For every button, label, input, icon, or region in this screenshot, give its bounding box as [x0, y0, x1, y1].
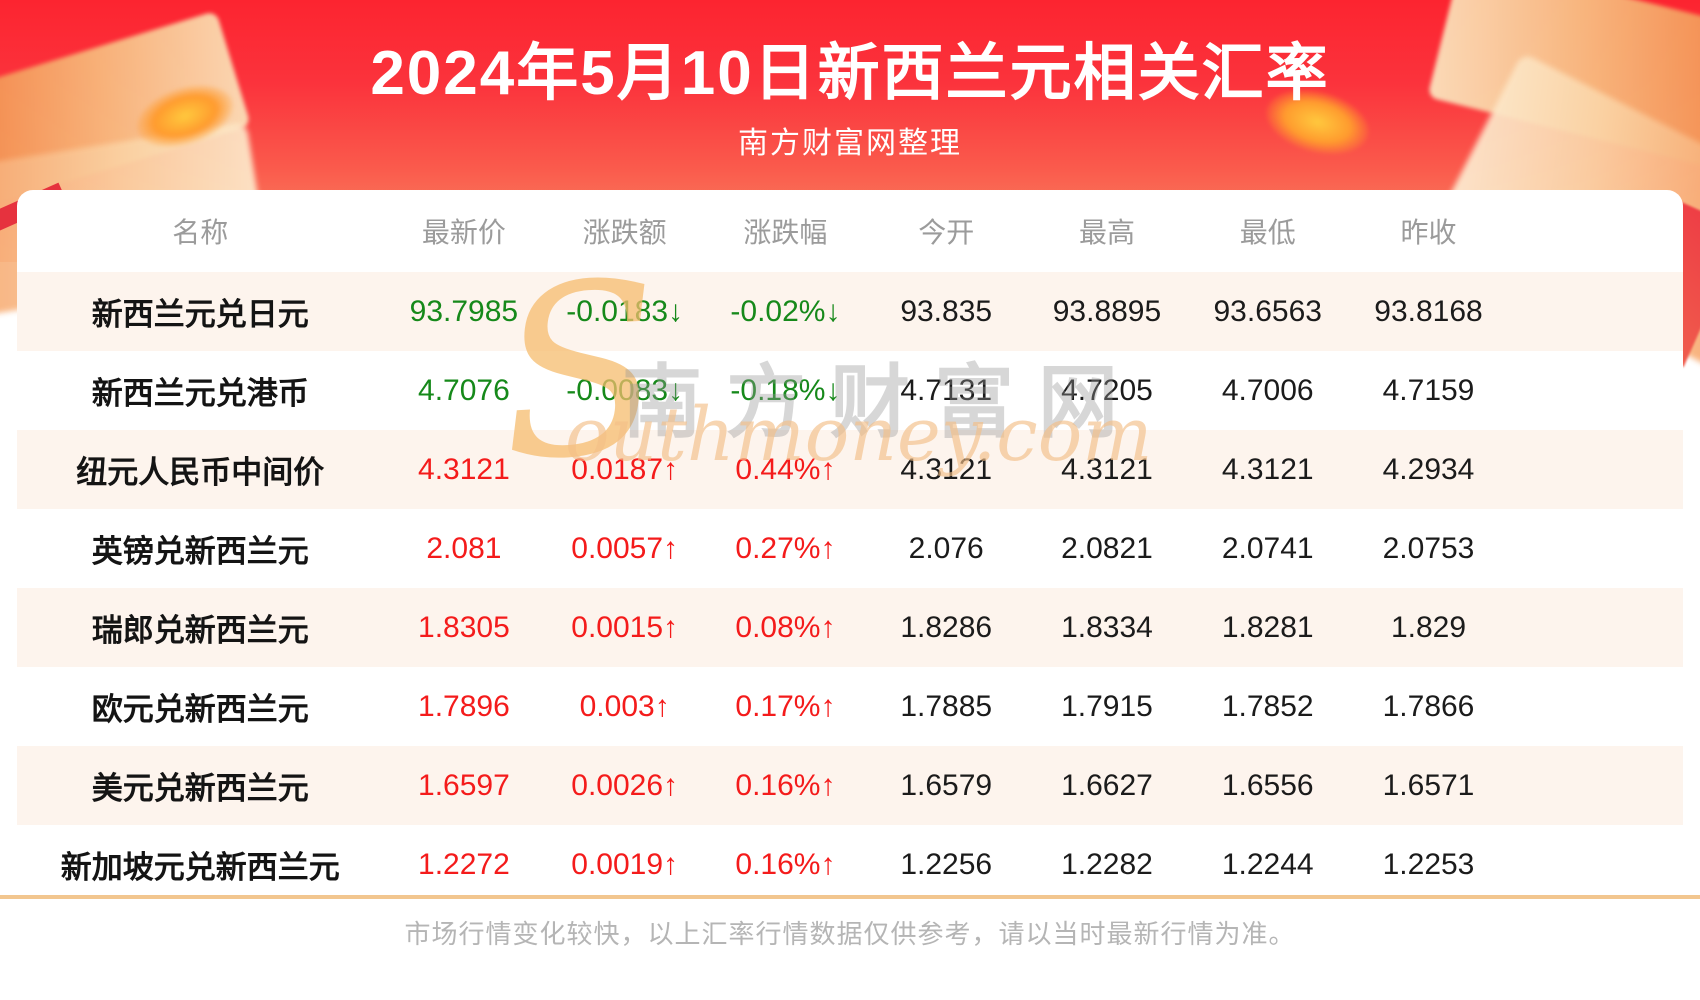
change-percent: -0.18%↓ [730, 373, 841, 407]
low-price: 1.6556 [1221, 768, 1314, 802]
table-row: 新加坡元兑新西兰元 1.2272 0.0019↑ 0.16%↑ 1.2256 1… [17, 825, 1683, 886]
change-percent: -0.02%↓ [730, 294, 841, 328]
low-price: 1.8281 [1221, 610, 1314, 644]
prev-close-price: 93.8168 [1374, 294, 1483, 328]
change-percent: 0.16%↑ [735, 768, 836, 802]
row-spacer [1509, 351, 1683, 430]
table-row: 纽元人民币中间价 4.3121 0.0187↑ 0.44%↑ 4.3121 4.… [17, 430, 1683, 509]
change-percent: 0.27%↑ [735, 531, 836, 565]
high-price: 2.0821 [1061, 531, 1153, 565]
column-header-name: 名称 [172, 217, 229, 248]
latest-price: 1.7896 [418, 689, 510, 723]
open-price: 1.6579 [900, 768, 993, 802]
high-price: 1.8334 [1061, 610, 1153, 644]
low-price: 2.0741 [1221, 531, 1314, 565]
high-price: 1.2282 [1061, 847, 1153, 881]
prev-close-price: 2.0753 [1382, 531, 1475, 565]
table-row: 美元兑新西兰元 1.6597 0.0026↑ 0.16%↑ 1.6579 1.6… [17, 746, 1683, 825]
column-header-pct: 涨跌幅 [743, 217, 828, 248]
row-spacer [1509, 272, 1683, 351]
page-subtitle: 南方财富网整理 [738, 127, 962, 160]
high-price: 4.3121 [1061, 452, 1153, 486]
page-title: 2024年5月10日新西兰元相关汇率 [370, 39, 1330, 108]
change-amount: 0.0026↑ [571, 768, 679, 802]
open-price: 4.7131 [900, 373, 993, 407]
pair-name: 新加坡元兑新西兰元 [60, 850, 340, 885]
change-amount: 0.0015↑ [571, 610, 679, 644]
change-amount: 0.0187↑ [571, 452, 679, 486]
prev-close-price: 1.6571 [1382, 768, 1475, 802]
high-price: 1.7915 [1061, 689, 1153, 723]
change-percent: 0.17%↑ [735, 689, 836, 723]
table-header-row: 名称 最新价 涨跌额 涨跌幅 今开 最高 最低 昨收 [17, 190, 1683, 272]
change-amount: 0.0019↑ [571, 847, 679, 881]
footer-divider [0, 895, 1700, 899]
row-spacer [1509, 825, 1683, 886]
open-price: 93.835 [900, 294, 993, 328]
pair-name: 纽元人民币中间价 [76, 455, 325, 490]
low-price: 93.6563 [1213, 294, 1322, 328]
table-row: 瑞郎兑新西兰元 1.8305 0.0015↑ 0.08%↑ 1.8286 1.8… [17, 588, 1683, 667]
column-header-latest: 最新价 [421, 217, 506, 248]
prev-close-price: 1.2253 [1382, 847, 1475, 881]
change-amount: 0.0057↑ [571, 531, 679, 565]
open-price: 1.7885 [900, 689, 993, 723]
latest-price: 1.8305 [418, 610, 510, 644]
latest-price: 4.3121 [418, 452, 510, 486]
latest-price: 93.7985 [409, 294, 519, 328]
open-price: 2.076 [908, 531, 984, 565]
prev-close-price: 4.7159 [1382, 373, 1475, 407]
change-amount: -0.0183↓ [566, 294, 684, 328]
column-header-spacer [1509, 190, 1683, 272]
column-header-prev-close: 昨收 [1400, 217, 1457, 248]
open-price: 1.2256 [900, 847, 993, 881]
change-percent: 0.16%↑ [735, 847, 836, 881]
row-spacer [1509, 509, 1683, 588]
high-price: 1.6627 [1061, 768, 1153, 802]
footer-note: 市场行情变化较快，以上汇率行情数据仅供参考，请以当时最新行情为准。 [404, 919, 1296, 949]
column-header-open: 今开 [918, 217, 975, 248]
row-spacer [1509, 430, 1683, 509]
table-row: 英镑兑新西兰元 2.081 0.0057↑ 0.27%↑ 2.076 2.082… [17, 509, 1683, 588]
low-price: 4.7006 [1221, 373, 1314, 407]
change-percent: 0.44%↑ [735, 452, 836, 486]
low-price: 1.7852 [1221, 689, 1314, 723]
pair-name: 英镑兑新西兰元 [91, 534, 309, 569]
open-price: 4.3121 [900, 452, 993, 486]
low-price: 4.3121 [1221, 452, 1314, 486]
change-percent: 0.08%↑ [735, 610, 836, 644]
latest-price: 4.7076 [418, 373, 510, 407]
column-header-change: 涨跌额 [582, 217, 667, 248]
row-spacer [1509, 746, 1683, 825]
change-amount: -0.0083↓ [566, 373, 684, 407]
latest-price: 2.081 [426, 531, 502, 565]
prev-close-price: 1.7866 [1382, 689, 1475, 723]
latest-price: 1.2272 [418, 847, 510, 881]
latest-price: 1.6597 [418, 768, 510, 802]
pair-name: 新西兰元兑日元 [91, 297, 309, 332]
rates-card: 名称 最新价 涨跌额 涨跌幅 今开 最高 最低 昨收 新西兰元兑日元 93.79… [17, 190, 1683, 886]
table-row: 新西兰元兑港币 4.7076 -0.0083↓ -0.18%↓ 4.7131 4… [17, 351, 1683, 430]
column-header-high: 最高 [1078, 217, 1135, 248]
high-price: 93.8895 [1052, 294, 1162, 328]
rates-table: 名称 最新价 涨跌额 涨跌幅 今开 最高 最低 昨收 新西兰元兑日元 93.79… [17, 190, 1683, 886]
column-header-low: 最低 [1239, 217, 1296, 248]
table-row: 欧元兑新西兰元 1.7896 0.003↑ 0.17%↑ 1.7885 1.79… [17, 667, 1683, 746]
low-price: 1.2244 [1221, 847, 1314, 881]
pair-name: 欧元兑新西兰元 [91, 692, 309, 727]
open-price: 1.8286 [900, 610, 993, 644]
pair-name: 瑞郎兑新西兰元 [91, 613, 309, 648]
prev-close-price: 4.2934 [1382, 452, 1475, 486]
table-row: 新西兰元兑日元 93.7985 -0.0183↓ -0.02%↓ 93.835 … [17, 272, 1683, 351]
row-spacer [1509, 667, 1683, 746]
pair-name: 美元兑新西兰元 [91, 771, 309, 806]
prev-close-price: 1.829 [1390, 610, 1467, 644]
high-price: 4.7205 [1061, 373, 1153, 407]
change-amount: 0.003↑ [579, 689, 670, 723]
row-spacer [1509, 588, 1683, 667]
pair-name: 新西兰元兑港币 [91, 376, 309, 411]
